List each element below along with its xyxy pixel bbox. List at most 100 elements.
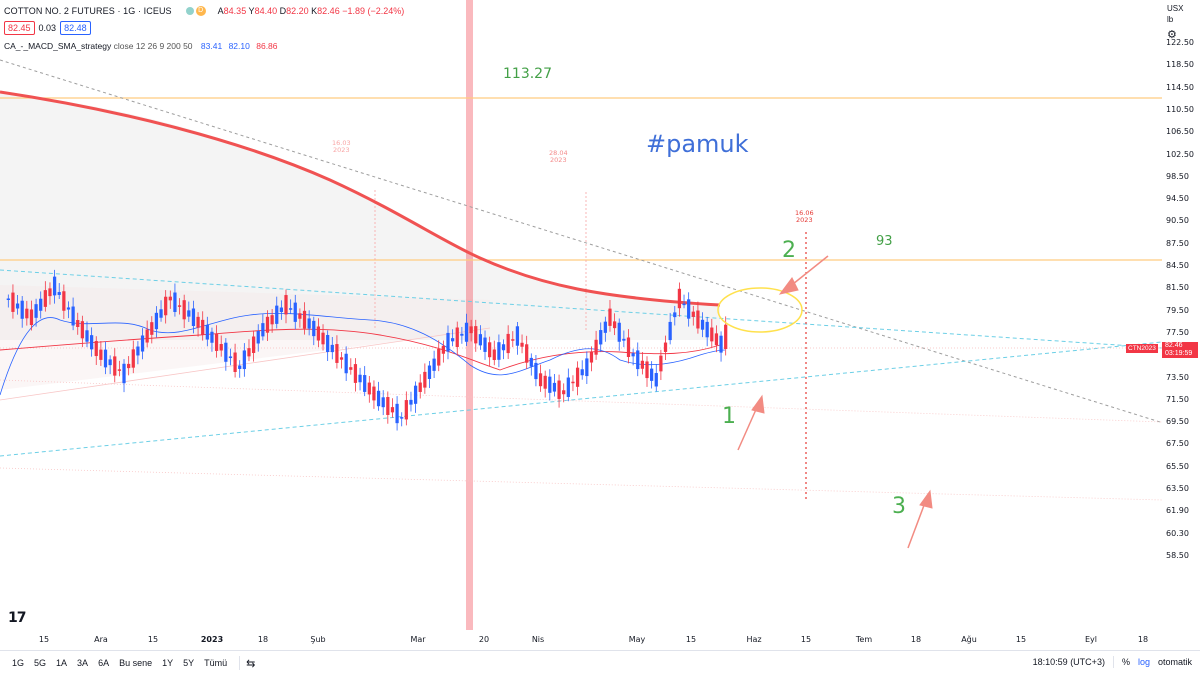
candle-body [57, 292, 61, 295]
marker-2-label: 2 [782, 238, 796, 263]
spread-value: 0.03 [38, 23, 57, 33]
candle-body [103, 349, 108, 368]
candle-body [413, 385, 418, 404]
sell-price-button[interactable]: 82.45 [4, 21, 35, 35]
candle-body [330, 344, 334, 353]
x-tick-label: May [628, 635, 646, 644]
candle-body [15, 303, 20, 309]
candle-body [437, 348, 441, 366]
range-1y-button[interactable]: 1Y [162, 658, 174, 668]
candle-body [201, 319, 205, 335]
range-5g-button[interactable]: 5G [34, 658, 47, 668]
candle-body [34, 304, 38, 318]
last-price-value: 82.46 [1165, 342, 1183, 349]
candle-body [159, 309, 163, 318]
candle-body [469, 326, 473, 334]
candle-body [511, 339, 515, 341]
candle-body [432, 358, 436, 371]
candle-body [423, 371, 427, 388]
candle-body [552, 382, 557, 392]
candle-body [372, 386, 376, 401]
y-tick-label: 84.50 [1166, 261, 1189, 270]
candle-body [238, 365, 242, 369]
x-tick-label: 2023 [200, 635, 224, 644]
symbol-title[interactable]: COTTON NO. 2 FUTURES · 1G · ICEUS [4, 6, 172, 16]
x-tick-label: 15 [685, 635, 697, 644]
delay-badge: D [195, 6, 206, 16]
range-1g-button[interactable]: 1G [12, 658, 25, 668]
candle-body [284, 295, 288, 315]
candle-body [599, 330, 603, 345]
y-tick-label: 65.50 [1166, 461, 1189, 471]
candle-body [335, 344, 339, 363]
candle-body [293, 302, 297, 322]
y-tick-label: 106.50 [1166, 127, 1194, 137]
candle-body [25, 308, 29, 319]
candle-body [682, 303, 686, 306]
candle-body [446, 332, 450, 352]
log-toggle[interactable]: log [1137, 657, 1150, 667]
candle-body [196, 316, 200, 328]
range-5y-button[interactable]: 5Y [183, 658, 195, 668]
time-axis[interactable]: 15 Ara 15 2023 18 Şub Mar 20 Nis May 15 Haz 15 Tem 18 A… [0, 630, 1162, 650]
candle-body [455, 327, 459, 347]
tradingview-logo[interactable]: 17 [8, 610, 27, 626]
unit-label: lb [1167, 15, 1174, 24]
candle-body [705, 321, 709, 338]
x-tick-label: Şub [310, 635, 326, 644]
right-divider [1112, 656, 1114, 668]
y-tick-label: 58.50 [1166, 550, 1189, 560]
y-tick-label: 118.50 [1166, 60, 1194, 70]
currency-label[interactable]: USX [1167, 4, 1184, 13]
candle-body [145, 329, 149, 343]
candle-body [515, 326, 520, 346]
candle-body [529, 357, 533, 367]
y-tick-label: 60.30 [1166, 528, 1189, 538]
x-tick-label: Ara [94, 635, 108, 644]
percent-toggle[interactable]: % [1121, 657, 1130, 667]
range-3a-button[interactable]: 3A [77, 658, 89, 668]
x-tick-label: 15 [147, 635, 159, 644]
candle-body [622, 338, 626, 341]
clock-label[interactable]: 18:10:59 (UTC+3) [1032, 657, 1105, 667]
buy-price-button[interactable]: 82.48 [60, 21, 91, 35]
calendar-icon[interactable]: ⇆ [246, 657, 256, 670]
candle-body [233, 352, 237, 372]
candle-body [668, 321, 672, 341]
candle-body [298, 313, 302, 319]
candle-body [205, 324, 209, 340]
auto-toggle[interactable]: otomatik [1157, 657, 1192, 667]
y-tick-label: 87.50 [1166, 238, 1189, 248]
candle-body [66, 307, 71, 310]
range-all-button[interactable]: Tümü [204, 658, 228, 668]
range-6a-button[interactable]: 6A [98, 658, 110, 668]
marker-3-label: 3 [892, 494, 906, 519]
candle-body [696, 310, 700, 329]
triangle-area [0, 285, 490, 390]
candle-body [94, 340, 98, 357]
range-1a-button[interactable]: 1A [56, 658, 68, 668]
candle-body [122, 363, 126, 384]
candle-body [645, 361, 649, 379]
range-ytd-button[interactable]: Bu sene [119, 658, 153, 668]
y-tick-label: 61.90 [1166, 506, 1189, 516]
candle-body [400, 417, 404, 419]
candle-body [506, 333, 510, 354]
candle-body [520, 342, 524, 347]
price-axis[interactable]: 122.50 118.50 114.50 110.50 106.50 102.50 98.5… [1162, 0, 1200, 650]
candle-body [353, 364, 358, 383]
gear-icon[interactable]: ⚙ [1167, 29, 1177, 41]
candle-body [363, 375, 367, 392]
candle-body [279, 307, 283, 312]
x-tick-label: 15 [800, 635, 812, 644]
candle-body [261, 323, 265, 337]
candle-body [214, 333, 219, 351]
candle-body [187, 310, 191, 317]
candle-body [631, 353, 635, 357]
symbol-price-tag: CTN2023 [1126, 344, 1158, 353]
candle-body [20, 300, 24, 319]
candle-body [687, 299, 691, 319]
indicator-legend[interactable]: CA_-_MACD_SMA_strategy close 12 26 9 200… [4, 41, 278, 51]
date-label-3: 16.06 2023 [795, 209, 814, 224]
